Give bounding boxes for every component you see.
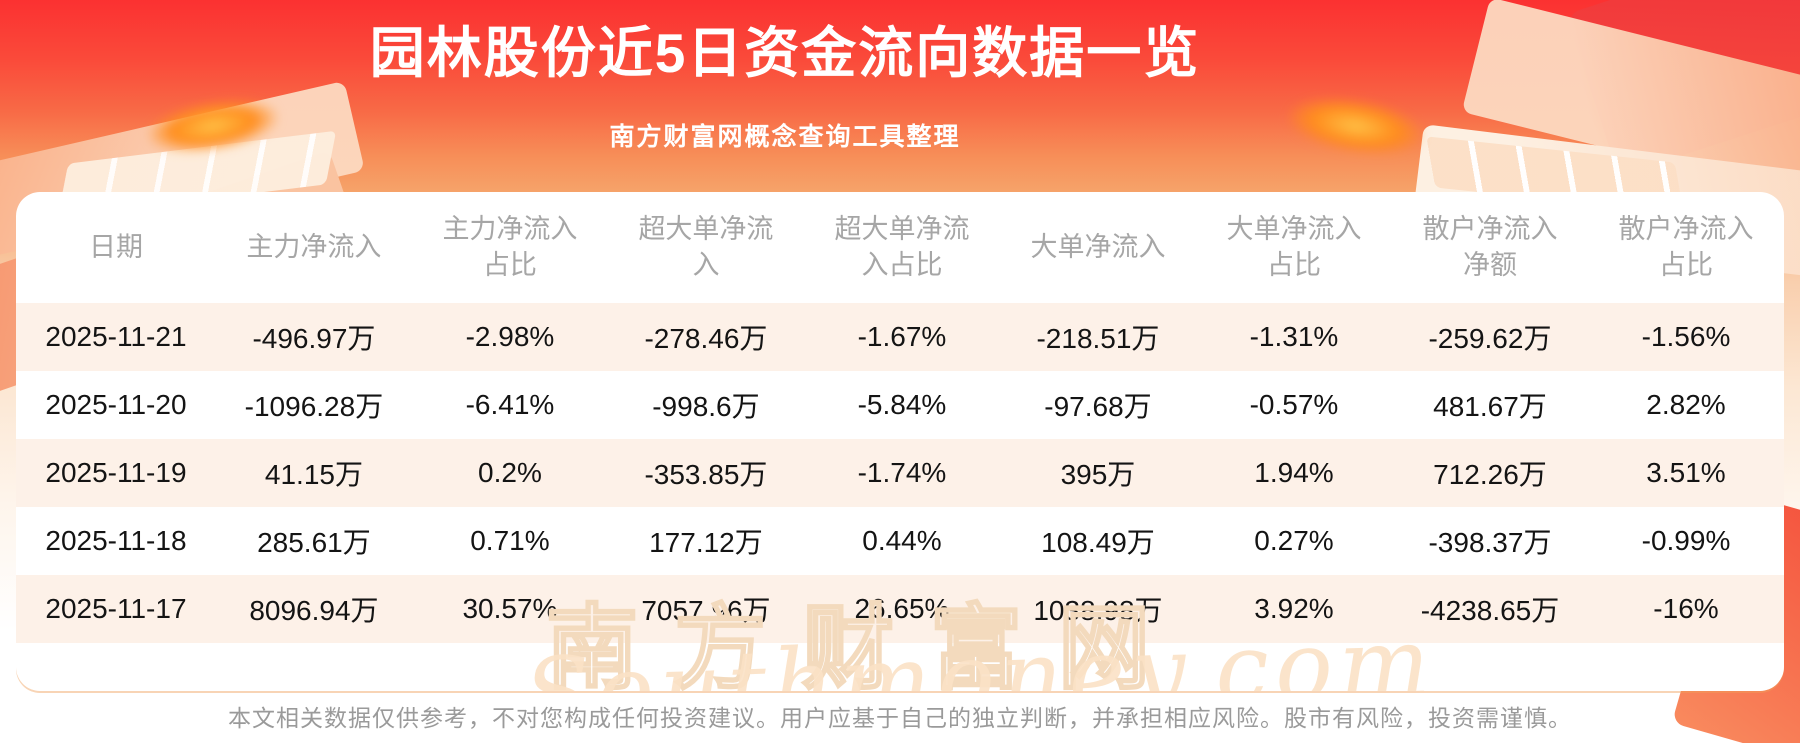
date-cell: 2025-11-19	[45, 457, 187, 488]
value-cell: -259.62万	[1428, 323, 1552, 354]
value-cell: 0.71%	[470, 525, 550, 556]
column-header: 大单净流入占比	[1226, 214, 1362, 280]
heading-group: 园林股份近5日资金流向数据一览 南方财富网概念查询工具整理	[0, 0, 1570, 153]
decor-ribbon-top-right-red	[1566, 0, 1800, 177]
value-cell: 177.12万	[649, 527, 763, 558]
value-cell: -16%	[1653, 593, 1719, 624]
date-cell: 2025-11-20	[45, 389, 187, 420]
value-cell: 285.61万	[257, 527, 371, 558]
value-cell: -6.41%	[465, 389, 555, 420]
column-header: 超大单净流入占比	[834, 214, 970, 280]
value-cell: 7057.96万	[641, 595, 771, 626]
value-cell: 2.82%	[1646, 389, 1726, 420]
value-cell: -1.67%	[857, 321, 947, 352]
value-cell: -1096.28万	[244, 391, 384, 422]
table-row: 2025-11-18 285.61万 0.71% 177.12万 0.44% 108.49…	[16, 507, 1784, 575]
table-row: 2025-11-19 41.15万 0.2% -353.85万 -1.74% 395万 1.…	[16, 439, 1784, 507]
column-header: 主力净流入占比	[442, 214, 578, 280]
value-cell: 481.67万	[1433, 391, 1547, 422]
page-title: 园林股份近5日资金流向数据一览	[369, 22, 1201, 84]
value-cell: 30.57%	[462, 593, 558, 624]
value-cell: -1.74%	[857, 457, 947, 488]
value-cell: -998.6万	[652, 391, 760, 422]
column-header: 散户净流入净额	[1422, 214, 1558, 280]
column-header: 主力净流入	[246, 231, 382, 262]
value-cell: -1.56%	[1641, 321, 1731, 352]
column-header: 日期	[88, 231, 143, 262]
value-cell: -5.84%	[857, 389, 947, 420]
page-subtitle: 南方财富网概念查询工具整理	[609, 123, 961, 152]
value-cell: -2.98%	[465, 321, 555, 352]
table-row: 2025-11-20 -1096.28万 -6.41% -998.6万 -5.84% -9…	[16, 371, 1784, 439]
value-cell: -97.68万	[1044, 391, 1152, 422]
value-cell: 108.49万	[1041, 527, 1155, 558]
fund-flow-table: 日期 主力净流入 主力净流入占比 超大单净流入 超大单净流入占比 大单净流入 大单净流入占比…	[16, 192, 1784, 643]
value-cell: 3.92%	[1254, 593, 1334, 624]
table-header-row: 日期 主力净流入 主力净流入占比 超大单净流入 超大单净流入占比 大单净流入 大单净流入占比…	[16, 192, 1784, 303]
value-cell: -1.31%	[1249, 321, 1339, 352]
disclaimer-text: 本文相关数据仅供参考，不对您构成任何投资建议。用户应基于自己的独立判断，并承担相…	[228, 705, 1572, 731]
table-body: 2025-11-21 -496.97万 -2.98% -278.46万 -1.67% -2…	[16, 303, 1784, 643]
value-cell: 26.65%	[854, 593, 950, 624]
value-cell: -398.37万	[1428, 527, 1552, 558]
value-cell: 8096.94万	[249, 595, 379, 626]
value-cell: 712.26万	[1433, 459, 1547, 490]
value-cell: -218.51万	[1036, 323, 1160, 354]
date-cell: 2025-11-17	[45, 593, 187, 624]
column-header: 散户净流入占比	[1618, 214, 1754, 280]
column-header: 大单净流入	[1030, 231, 1166, 262]
date-cell: 2025-11-21	[45, 321, 187, 352]
value-cell: 41.15万	[264, 459, 363, 490]
value-cell: 3.51%	[1646, 457, 1726, 488]
value-cell: -0.57%	[1249, 389, 1339, 420]
value-cell: 1.94%	[1254, 457, 1334, 488]
value-cell: 0.27%	[1254, 525, 1334, 556]
value-cell: 395万	[1060, 459, 1136, 490]
value-cell: -496.97万	[252, 323, 376, 354]
value-cell: 0.44%	[862, 525, 942, 556]
value-cell: -4238.65万	[1420, 595, 1560, 626]
date-cell: 2025-11-18	[45, 525, 187, 556]
value-cell: -353.85万	[644, 459, 768, 490]
value-cell: -0.99%	[1641, 525, 1731, 556]
column-header: 超大单净流入	[638, 214, 774, 280]
value-cell: -278.46万	[644, 323, 768, 354]
value-cell: 1038.98万	[1033, 595, 1163, 626]
value-cell: 0.2%	[478, 457, 542, 488]
fund-flow-card: 日期 主力净流入 主力净流入占比 超大单净流入 超大单净流入占比 大单净流入 大单净流入占比…	[16, 192, 1784, 691]
table-row: 2025-11-21 -496.97万 -2.98% -278.46万 -1.67% -2…	[16, 303, 1784, 371]
table-row: 2025-11-17 8096.94万 30.57% 7057.96万 26.65% 10…	[16, 575, 1784, 643]
